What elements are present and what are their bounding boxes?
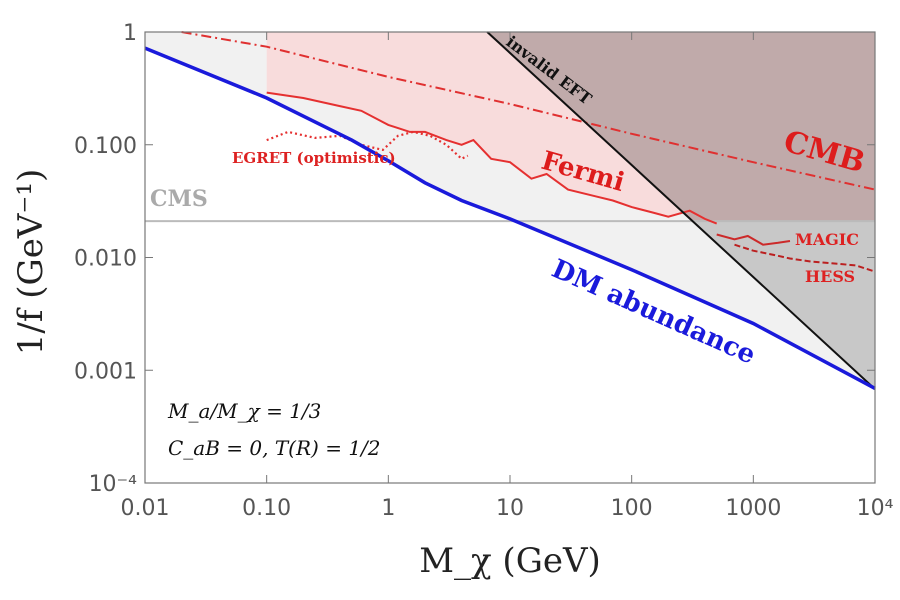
shaded-regions [145, 32, 875, 390]
label-egret: EGRET (optimistic) [232, 149, 396, 167]
x-tick-label: 0.01 [121, 496, 170, 521]
y-tick-label: 10⁻⁴ [89, 472, 138, 497]
x-axis-label: M_χ (GeV) [419, 541, 601, 581]
invalid-eft-region [487, 32, 875, 222]
y-tick-label: 0.010 [74, 247, 137, 272]
dm-abundance-line [144, 46, 876, 390]
x-tick-label: 1000 [725, 496, 781, 521]
x-tick-label: 10⁴ [857, 496, 894, 521]
magic-line [716, 233, 791, 246]
y-axis-label: 1/f (GeV⁻¹) [11, 169, 51, 355]
x-tick-label: 1 [381, 496, 395, 521]
axis-ticks: 0.01 0.10 1 10 100 1000 10⁴ 1 0.100 0.010 0.001 10⁻… [74, 21, 894, 521]
annotation-mass-ratio: M_a/M_χ = 1/3 [167, 399, 321, 423]
x-tick-label: 0.10 [242, 496, 291, 521]
label-magic: MAGIC [795, 230, 859, 249]
y-tick-label: 0.001 [74, 359, 137, 384]
x-tick-label: 10 [496, 496, 524, 521]
fermi-line [266, 91, 718, 225]
label-hess: HESS [805, 267, 855, 286]
y-tick-label: 1 [123, 21, 137, 46]
hess-line [734, 243, 876, 273]
y-tick-label: 0.100 [74, 134, 137, 159]
curves [144, 31, 876, 390]
egret-line [266, 130, 469, 161]
annotation-couplings: C_aB = 0, T(R) = 1/2 [168, 436, 381, 460]
cmb-line [181, 31, 876, 191]
label-cms: CMS [150, 186, 208, 212]
invalid-eft-line [486, 31, 876, 390]
x-tick-label: 100 [611, 496, 653, 521]
